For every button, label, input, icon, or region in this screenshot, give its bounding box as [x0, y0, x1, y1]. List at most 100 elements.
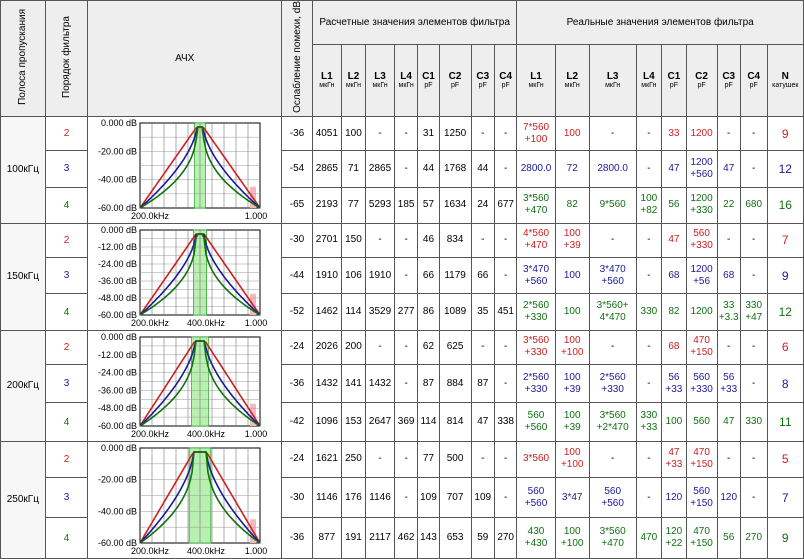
real-value-cell: 560	[685, 402, 718, 442]
afc-y-label: -36.00 dB	[98, 385, 137, 395]
calc-value-cell: 44	[417, 150, 440, 188]
afc-x-label: 1.000	[245, 429, 268, 439]
real-value-cell: 100	[554, 257, 590, 295]
calc-col-l1: L1 мкГн	[311, 43, 342, 117]
calc-value-cell: -	[493, 150, 518, 188]
table-row: 4 -65 2193 77 5293 185 57 1634 24 677 3*560 +470 82…	[1, 186, 804, 224]
calc-value-cell: -	[493, 222, 518, 259]
afc-y-label: -20.00 dB	[98, 146, 137, 156]
calc-value-cell: 200	[340, 329, 367, 366]
afc-y-label: 0.000 dB	[101, 443, 137, 453]
real-value-cell: 47	[716, 150, 741, 188]
real-value-cell: 1200 +56	[685, 257, 718, 295]
afc-x-label: 200.0kHz	[131, 318, 170, 328]
calc-value-cell: 884	[438, 364, 472, 404]
calc-group-header: Расчетные значения элементов фильтра	[311, 0, 518, 45]
calc-col-c2: C2 pF	[438, 43, 472, 117]
calc-value-cell: -	[393, 329, 419, 366]
order-cell: 4	[44, 402, 89, 442]
afc-y-label: -24.00 dB	[98, 367, 137, 377]
afc-y-label: -20.00 dB	[98, 474, 137, 484]
calc-value-cell: -	[493, 257, 518, 295]
real-value-cell: 2800.0	[588, 150, 637, 188]
afc-x-label: 200.0kHz	[131, 546, 170, 556]
real-value-cell: 470 +150	[685, 440, 718, 479]
real-value-cell: 470 +150	[685, 517, 718, 559]
real-value-cell: 330 +33	[635, 402, 663, 442]
afc-y-label: -48.00 dB	[98, 293, 137, 303]
afc-y-label: -36.00 dB	[98, 276, 137, 286]
calc-value-cell: 191	[340, 517, 367, 559]
calc-value-cell: 66	[470, 257, 495, 295]
calc-value-cell: 86	[417, 293, 440, 331]
order-cell: 2	[44, 440, 89, 479]
calc-value-cell: 46	[417, 222, 440, 259]
atten-cell: -24	[281, 440, 313, 479]
atten-cell: -65	[281, 186, 313, 224]
afc-y-label: -60.00 dB	[98, 421, 137, 431]
coil-count-cell: 9	[766, 115, 804, 152]
calc-value-cell: 834	[438, 222, 472, 259]
afc-x-label: 400.0kHz	[187, 429, 226, 439]
real-value-cell: -	[716, 440, 741, 479]
real-value-cell: 3*470 +560	[516, 257, 556, 295]
real-value-cell: 33	[661, 115, 687, 152]
coil-count-cell: 12	[766, 150, 804, 188]
table-row: 3 -36 1432 141 1432-87 884 87-2*560 +330 100 +3…	[1, 364, 804, 404]
order-header: Порядок фильтра	[44, 0, 89, 117]
real-col-c1: C1 pF	[661, 43, 687, 117]
real-value-cell: -	[635, 150, 663, 188]
real-value-cell: 100 +39	[554, 402, 590, 442]
real-value-cell: -	[739, 115, 768, 152]
afc-x-label: 1.000	[245, 546, 268, 556]
atten-cell: -54	[281, 150, 313, 188]
coil-count-cell: 16	[766, 186, 804, 224]
calc-value-cell: 62	[417, 329, 440, 366]
real-value-cell: 22	[716, 186, 741, 224]
band-cell: 250кГц	[0, 440, 46, 559]
calc-value-cell: 176	[340, 477, 367, 519]
order-cell: 3	[44, 477, 89, 519]
calc-value-cell: 109	[417, 477, 440, 519]
real-value-cell: 2*560 +330	[588, 364, 637, 404]
real-value-cell: 47	[716, 402, 741, 442]
real-value-cell: 330 +47	[739, 293, 768, 331]
order-cell: 2	[44, 329, 89, 366]
real-value-cell: -	[588, 115, 637, 152]
calc-value-cell: -	[493, 115, 518, 152]
real-value-cell: 56 +33	[716, 364, 741, 404]
real-value-cell: 100 +39	[554, 222, 590, 259]
calc-value-cell: 109	[470, 477, 495, 519]
real-value-cell: -	[739, 329, 768, 366]
calc-col-c3: C3 pF	[470, 43, 495, 117]
calc-col-l3: L3 мкГн	[365, 43, 395, 117]
coil-count-cell: 9	[766, 517, 804, 559]
calc-value-cell: 1462	[311, 293, 342, 331]
afc-y-label: -40.00 dB	[98, 506, 137, 516]
calc-value-cell: -	[470, 115, 495, 152]
calc-value-cell: -	[365, 329, 395, 366]
calc-value-cell: -	[393, 364, 419, 404]
calc-value-cell: 87	[417, 364, 440, 404]
calc-col-l4: L4 мкГн	[393, 43, 419, 117]
afc-curve-order-4	[139, 232, 261, 316]
real-value-cell: 7*560 +100	[516, 115, 556, 152]
calc-value-cell: -	[393, 115, 419, 152]
real-col-c2: C2 pF	[685, 43, 718, 117]
band-header: Полоса пропускания	[0, 0, 46, 117]
calc-value-cell: 87	[470, 364, 495, 404]
afc-x-label: 400.0kHz	[187, 546, 226, 556]
afc-graph: 0.000 dB -12.00 dB -24.00 dB -36.00 dB -48.0…	[98, 332, 268, 439]
real-value-cell: -	[739, 364, 768, 404]
calc-value-cell: -	[470, 329, 495, 366]
calc-value-cell: 114	[340, 293, 367, 331]
real-value-cell: 100 +100	[554, 517, 590, 559]
calc-value-cell: -	[493, 364, 518, 404]
afc-y-label: -60.00 dB	[98, 310, 137, 320]
table-row: 3 -30 1146 176 1146-109 707 109-560 +560 3*47 56…	[1, 477, 804, 519]
real-col-c4: C4 pF	[739, 43, 768, 117]
order-cell: 3	[44, 364, 89, 404]
real-value-cell: 100	[661, 402, 687, 442]
afc-graph-cell: 0.000 dB -12.00 dB -24.00 dB -36.00 dB -48.0…	[87, 329, 283, 442]
